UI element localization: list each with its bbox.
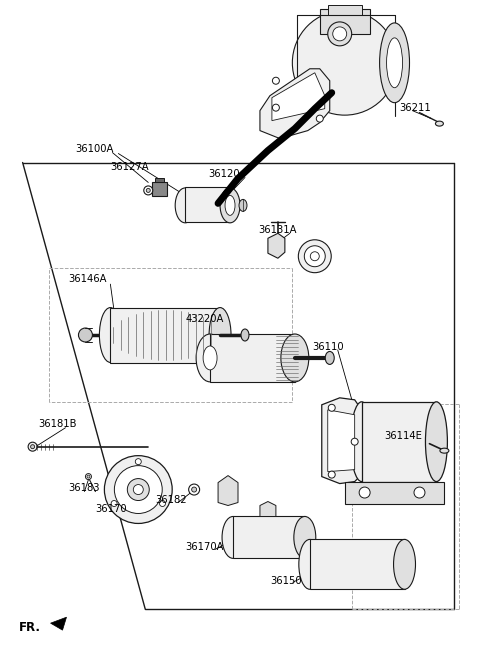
Text: 36114E: 36114E: [384, 431, 422, 441]
Ellipse shape: [85, 474, 91, 480]
Text: 36110: 36110: [312, 342, 343, 352]
Ellipse shape: [440, 448, 449, 453]
Ellipse shape: [111, 501, 117, 507]
Ellipse shape: [328, 471, 335, 478]
Ellipse shape: [28, 442, 37, 451]
Bar: [361, 402, 436, 482]
Ellipse shape: [220, 188, 240, 223]
Ellipse shape: [325, 352, 334, 364]
Polygon shape: [322, 398, 361, 484]
Polygon shape: [260, 501, 276, 517]
Text: 36127A: 36127A: [110, 162, 149, 172]
Polygon shape: [155, 178, 164, 183]
Bar: [210, 334, 295, 382]
Bar: [233, 517, 305, 558]
Bar: [110, 308, 220, 363]
Text: 36131A: 36131A: [258, 225, 297, 236]
Ellipse shape: [316, 115, 323, 122]
Ellipse shape: [386, 38, 403, 88]
Ellipse shape: [78, 328, 93, 342]
Ellipse shape: [144, 186, 153, 195]
Polygon shape: [50, 617, 67, 630]
Text: 36120: 36120: [208, 170, 240, 179]
Text: 36150: 36150: [270, 576, 301, 586]
Ellipse shape: [292, 11, 397, 115]
Ellipse shape: [294, 517, 316, 558]
Ellipse shape: [414, 487, 425, 498]
Ellipse shape: [273, 77, 279, 85]
Text: FR.: FR.: [19, 621, 41, 633]
Bar: [345, 482, 444, 503]
Bar: [310, 539, 405, 589]
Ellipse shape: [394, 539, 416, 589]
Ellipse shape: [310, 252, 319, 261]
Ellipse shape: [127, 478, 149, 501]
Ellipse shape: [299, 539, 321, 589]
Text: 36170A: 36170A: [185, 542, 224, 552]
Ellipse shape: [273, 104, 279, 111]
Ellipse shape: [189, 484, 200, 495]
Ellipse shape: [114, 466, 162, 513]
Bar: [320, 9, 370, 34]
Polygon shape: [268, 234, 285, 258]
Ellipse shape: [175, 188, 195, 223]
Ellipse shape: [209, 307, 231, 362]
Ellipse shape: [104, 456, 172, 523]
Ellipse shape: [225, 195, 235, 215]
Text: 36146A: 36146A: [69, 274, 107, 284]
Polygon shape: [260, 68, 330, 139]
Ellipse shape: [351, 438, 358, 445]
Ellipse shape: [351, 402, 372, 482]
Polygon shape: [328, 410, 355, 472]
Text: 43220A: 43220A: [185, 314, 224, 324]
Ellipse shape: [239, 199, 247, 211]
Ellipse shape: [328, 22, 352, 46]
Ellipse shape: [87, 475, 90, 478]
Ellipse shape: [31, 445, 35, 449]
Polygon shape: [152, 183, 167, 197]
Text: 36183: 36183: [69, 482, 100, 493]
Ellipse shape: [222, 517, 244, 558]
Text: 36211: 36211: [399, 103, 432, 113]
Text: 36170: 36170: [96, 505, 127, 515]
Ellipse shape: [425, 402, 447, 482]
Ellipse shape: [135, 459, 141, 464]
Ellipse shape: [196, 334, 224, 382]
Text: 36100A: 36100A: [75, 144, 114, 154]
Polygon shape: [272, 72, 325, 121]
Bar: [185, 187, 230, 222]
Ellipse shape: [99, 307, 121, 362]
Ellipse shape: [380, 23, 409, 103]
Ellipse shape: [281, 334, 309, 382]
Ellipse shape: [192, 487, 197, 492]
Ellipse shape: [333, 27, 347, 41]
Ellipse shape: [133, 484, 144, 495]
Polygon shape: [218, 476, 238, 505]
Ellipse shape: [359, 487, 370, 498]
Ellipse shape: [435, 121, 444, 126]
Ellipse shape: [203, 346, 217, 370]
Bar: [328, 5, 361, 15]
Ellipse shape: [241, 329, 249, 341]
Ellipse shape: [146, 189, 150, 193]
Text: 36182: 36182: [155, 495, 187, 505]
Ellipse shape: [221, 484, 235, 501]
Text: 36181B: 36181B: [38, 419, 77, 429]
Ellipse shape: [328, 405, 335, 411]
Ellipse shape: [299, 240, 331, 272]
Ellipse shape: [159, 501, 166, 507]
Ellipse shape: [304, 246, 325, 266]
